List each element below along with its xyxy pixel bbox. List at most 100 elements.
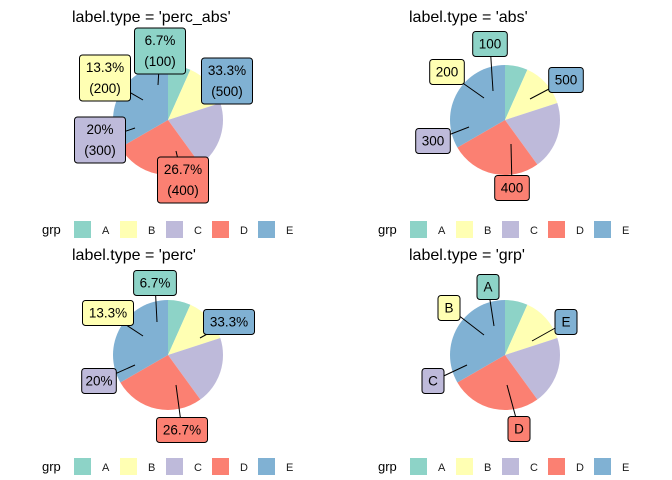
label-text: 500	[555, 73, 578, 88]
slice-label-a: 6.7% (100)	[134, 27, 186, 75]
label-box	[133, 270, 177, 296]
legend-key-d	[212, 221, 229, 238]
label-text: 20%	[85, 374, 112, 389]
label-text: E	[561, 315, 570, 330]
slice-label-d: 26.7%	[156, 417, 208, 443]
pie-slice-d	[120, 355, 201, 411]
label-text: 400	[501, 181, 524, 196]
legend-label-a: A	[438, 462, 446, 474]
legend-key-e	[594, 458, 611, 475]
label-box	[203, 309, 255, 335]
legend-label-a: A	[438, 225, 446, 237]
label-text: B	[444, 301, 453, 316]
label-text: 100	[479, 37, 502, 52]
slice-label-e: E	[554, 309, 578, 335]
label-box	[476, 274, 500, 300]
label-text: 13.3%	[89, 306, 127, 321]
legend-label-b: B	[484, 225, 491, 237]
pie-slice-c	[505, 338, 561, 400]
label-text: 33.3%	[210, 315, 248, 330]
legend-key-c	[166, 221, 183, 238]
label-text: 13.3%	[86, 60, 124, 75]
label-box	[79, 54, 131, 102]
legend-title: grp	[378, 459, 397, 474]
pie-slice-b	[505, 69, 558, 120]
slice-label-d: 26.7% (400)	[157, 156, 209, 204]
legend-key-b	[120, 458, 137, 475]
label-box	[507, 416, 531, 442]
legend-label-c: C	[194, 462, 202, 474]
label-text: (300)	[84, 143, 116, 158]
chart-panel: label.type = 'perc_abs' 6.7% (100) 13.3% (20…	[42, 9, 293, 238]
label-box	[472, 31, 508, 57]
legend-key-e	[258, 458, 275, 475]
slice-label-a: 6.7%	[133, 270, 177, 296]
pie-slice-c	[168, 338, 224, 400]
slice-label-c: 20%	[81, 368, 117, 394]
legend-label-c: C	[530, 462, 538, 474]
slice-label-c: 20% (300)	[74, 116, 126, 164]
panel-title: label.type = 'grp'	[409, 247, 525, 264]
label-text: (100)	[144, 54, 176, 69]
label-text: 6.7%	[145, 33, 176, 48]
legend-label-b: B	[148, 225, 155, 237]
legend-label-d: D	[240, 462, 248, 474]
slice-label-a: 100	[472, 31, 508, 57]
label-box	[415, 128, 451, 154]
legend: grp A B C D E	[378, 221, 629, 238]
pie-slice-a	[168, 299, 191, 355]
label-text: 33.3%	[208, 63, 246, 78]
pie-slice-d	[457, 120, 538, 176]
panel-title: label.type = 'perc'	[72, 247, 196, 264]
panel-title: label.type = 'perc_abs'	[72, 9, 231, 26]
label-text: (500)	[211, 84, 243, 99]
legend-label-e: E	[622, 225, 629, 237]
label-text: 6.7%	[140, 276, 171, 291]
legend-key-b	[456, 221, 473, 238]
legend-key-b	[456, 458, 473, 475]
label-text: 26.7%	[163, 423, 201, 438]
label-box	[134, 27, 186, 75]
legend-label-e: E	[286, 462, 293, 474]
label-box	[494, 175, 530, 201]
legend: grp A B C D E	[42, 221, 293, 238]
label-text: 26.7%	[164, 162, 202, 177]
slice-label-c: 300	[415, 128, 451, 154]
label-box	[421, 368, 445, 394]
chart-panel: label.type = 'perc' 6.7% 13.3% 20% 26.7% 33.3…	[42, 247, 293, 475]
legend-title: grp	[378, 222, 397, 237]
legend-label-a: A	[102, 462, 110, 474]
legend-label-e: E	[286, 225, 293, 237]
panel-title: label.type = 'abs'	[409, 9, 528, 26]
label-box	[554, 309, 578, 335]
legend-title: grp	[42, 222, 61, 237]
slice-label-c: C	[421, 368, 445, 394]
legend-key-a	[410, 221, 427, 238]
legend-key-a	[74, 458, 91, 475]
chart-panel: label.type = 'abs' 100 200 300 400 500 grp A B C D…	[378, 9, 629, 238]
label-text: 20%	[86, 122, 113, 137]
pie-slice-e	[450, 300, 505, 383]
label-box	[201, 57, 253, 105]
legend-key-a	[410, 458, 427, 475]
pie-slice-a	[168, 65, 191, 120]
legend-label-e: E	[622, 462, 629, 474]
slice-label-b: 200	[429, 59, 465, 85]
label-text: (400)	[167, 183, 199, 198]
pie-slice-b	[505, 304, 558, 355]
label-box	[74, 116, 126, 164]
legend-label-b: B	[484, 462, 491, 474]
legend-key-a	[74, 221, 91, 238]
slice-label-e: 33.3% (500)	[201, 57, 253, 105]
pie-slice-d	[457, 355, 538, 411]
label-text: A	[483, 280, 492, 295]
legend-label-d: D	[576, 225, 584, 237]
legend-title: grp	[42, 459, 61, 474]
legend-label-c: C	[194, 225, 202, 237]
label-text: D	[514, 422, 524, 437]
legend: grp A B C D E	[378, 458, 629, 475]
label-text: 200	[436, 65, 459, 80]
legend-label-a: A	[102, 225, 110, 237]
